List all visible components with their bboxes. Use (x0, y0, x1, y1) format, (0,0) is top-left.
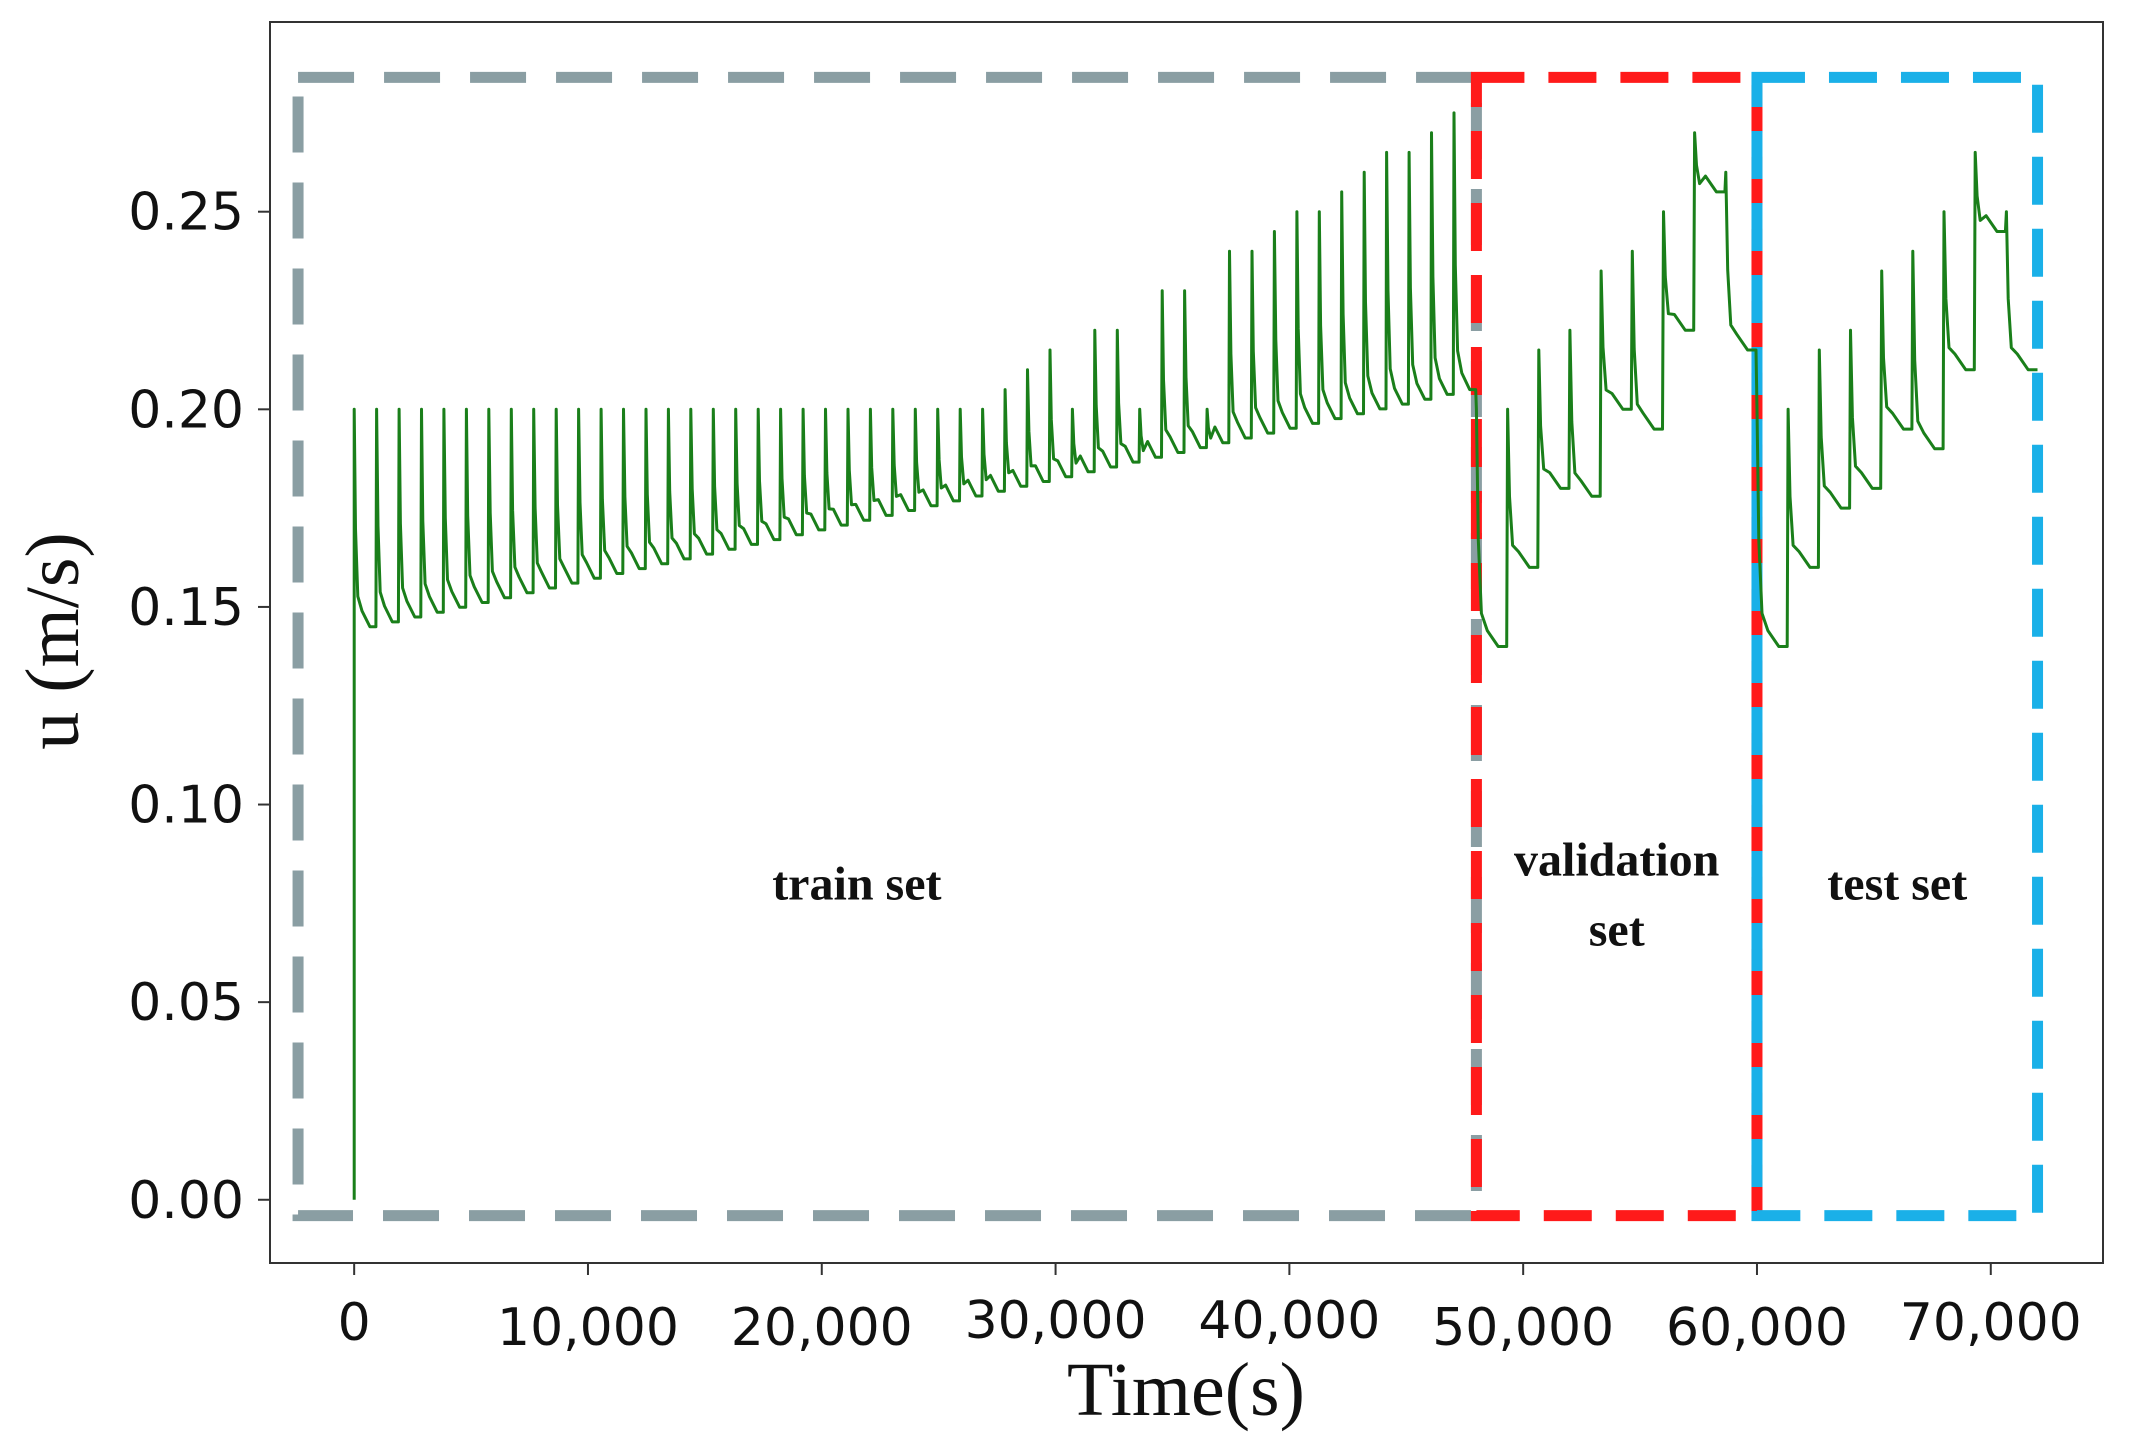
x-tick-label: 30,000 (965, 1291, 1147, 1351)
region-label-train: train set (772, 857, 941, 910)
region-box-train (292, 71, 1482, 1222)
region-label-validation: validation (1514, 834, 1719, 887)
x-axis-ticks: 0 10,000 20,000 30,000 40,000 50,000 60,000 70,… (338, 1263, 2082, 1358)
region-label-validation: set (1589, 904, 1645, 957)
x-axis-title: Time(s) (1067, 1348, 1305, 1432)
y-tick-label: 0.00 (128, 1171, 244, 1231)
x-tick-label: 10,000 (497, 1298, 679, 1358)
y-tick-label: 0.25 (128, 183, 244, 243)
plot-area-frame (269, 21, 2104, 1264)
region-label-test: test set (1827, 857, 1967, 910)
x-tick-label: 60,000 (1666, 1298, 1848, 1358)
velocity-series (352, 111, 2039, 1200)
region-boxes (292, 71, 2044, 1222)
y-axis-title: u (m/s) (11, 532, 95, 749)
x-tick-label: 50,000 (1432, 1298, 1614, 1358)
velocity-line (352, 111, 2039, 1200)
region-box-validation (1470, 71, 1763, 1222)
x-tick-label: 20,000 (731, 1298, 913, 1358)
y-tick-label: 0.20 (128, 380, 244, 440)
x-tick-label: 0 (338, 1293, 371, 1353)
y-axis-ticks: 0.00 0.05 0.10 0.15 0.20 0.25 (128, 183, 270, 1231)
x-tick-label: 70,000 (1900, 1293, 2082, 1353)
y-tick-label: 0.05 (128, 973, 244, 1033)
region-labels: train set validation set test set (772, 834, 1967, 957)
y-tick-label: 0.10 (128, 776, 244, 836)
x-tick-label: 40,000 (1198, 1291, 1380, 1351)
y-tick-label: 0.15 (128, 578, 244, 638)
region-box-test (1751, 71, 2044, 1222)
